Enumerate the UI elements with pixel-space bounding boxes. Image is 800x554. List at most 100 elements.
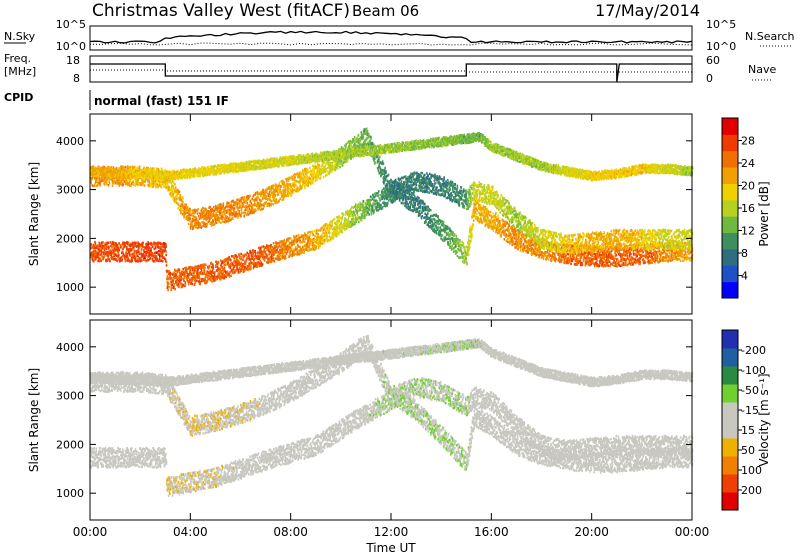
echo-point xyxy=(387,203,389,205)
echo-point xyxy=(108,246,110,248)
echo-point xyxy=(606,254,608,256)
echo-point xyxy=(218,262,220,264)
echo-point xyxy=(181,277,183,279)
echo-point xyxy=(168,283,170,285)
echo-point xyxy=(154,260,156,262)
echo-point xyxy=(469,246,471,248)
echo-point xyxy=(375,194,377,196)
echo-point xyxy=(420,207,422,209)
echo-point xyxy=(267,254,269,256)
echo-point xyxy=(260,260,262,262)
date-label: 17/May/2014 xyxy=(595,1,700,20)
echo-point xyxy=(150,257,152,259)
echo-point xyxy=(379,197,381,199)
echo-point xyxy=(299,246,301,248)
echo-point xyxy=(255,252,257,254)
echo-point xyxy=(230,259,232,261)
echo-point xyxy=(561,259,563,261)
echo-point xyxy=(495,224,497,226)
echo-point xyxy=(98,253,100,255)
echo-point xyxy=(495,212,497,214)
echo-point xyxy=(241,253,243,255)
echo-point xyxy=(378,190,380,192)
echo-point xyxy=(153,255,155,257)
echo-point xyxy=(581,256,583,258)
echo-point xyxy=(165,250,167,252)
echo-point xyxy=(225,264,227,266)
nsky-label: N.Sky xyxy=(4,30,36,43)
echo-point xyxy=(138,181,140,183)
echo-point xyxy=(357,214,359,216)
echo-point xyxy=(363,200,365,202)
echo-point xyxy=(95,242,97,244)
echo-point xyxy=(111,246,113,248)
echo-point xyxy=(104,183,106,185)
echo-point xyxy=(450,242,452,244)
echo-point xyxy=(284,241,286,243)
echo-point xyxy=(280,254,282,256)
echo-point xyxy=(157,251,159,253)
echo-point xyxy=(442,234,444,236)
echo-point xyxy=(641,255,643,257)
echo-point xyxy=(179,269,181,271)
echo-point xyxy=(402,202,404,204)
echo-point xyxy=(215,264,217,266)
echo-point xyxy=(507,238,509,240)
echo-point xyxy=(368,213,370,215)
echo-point xyxy=(200,283,202,285)
echo-point xyxy=(430,209,432,211)
echo-point xyxy=(231,275,233,277)
echo-point xyxy=(246,254,248,256)
echo-point xyxy=(499,220,501,222)
echo-point xyxy=(664,260,666,262)
echo-point xyxy=(334,218,336,220)
echo-point xyxy=(165,254,167,256)
echo-point xyxy=(520,246,522,248)
echo-point xyxy=(471,234,473,236)
echo-point xyxy=(285,257,287,259)
echo-point xyxy=(555,258,557,260)
echo-point xyxy=(627,255,629,257)
echo-point xyxy=(188,283,190,285)
echo-point xyxy=(443,224,445,226)
echo-point xyxy=(582,264,584,266)
echo-point xyxy=(165,246,167,248)
echo-point xyxy=(506,234,508,236)
echo-point xyxy=(252,251,254,253)
echo-point xyxy=(223,264,225,266)
echo-point xyxy=(473,219,475,221)
echo-point xyxy=(171,277,173,279)
echo-point xyxy=(363,204,365,206)
echo-point xyxy=(228,256,230,258)
echo-point xyxy=(287,251,289,253)
echo-point xyxy=(355,204,357,206)
echo-point xyxy=(110,241,112,243)
echo-point xyxy=(250,265,252,267)
echo-point xyxy=(296,248,298,250)
echo-point xyxy=(625,261,627,263)
echo-point xyxy=(513,240,515,242)
echo-point xyxy=(137,184,139,186)
echo-point xyxy=(583,260,585,262)
echo-point xyxy=(670,260,672,262)
echo-point xyxy=(109,182,111,184)
cpid-label: CPID xyxy=(4,91,33,104)
echo-point xyxy=(320,245,322,247)
echo-point xyxy=(323,228,325,230)
echo-point xyxy=(653,254,655,256)
echo-point xyxy=(456,251,458,253)
power-panel: 1000200030004000 xyxy=(56,114,693,314)
echo-point xyxy=(326,232,328,234)
echo-point xyxy=(184,275,186,277)
echo-point xyxy=(263,245,265,247)
echo-point xyxy=(425,221,427,223)
echo-point xyxy=(504,238,506,240)
echo-point xyxy=(382,206,384,208)
echo-point xyxy=(490,222,492,224)
freq-label: Freq. xyxy=(4,52,31,65)
echo-point xyxy=(307,242,309,244)
echo-point xyxy=(242,259,244,261)
echo-point xyxy=(343,214,345,216)
echo-point xyxy=(357,210,359,212)
nave-label: Nave xyxy=(748,63,776,76)
